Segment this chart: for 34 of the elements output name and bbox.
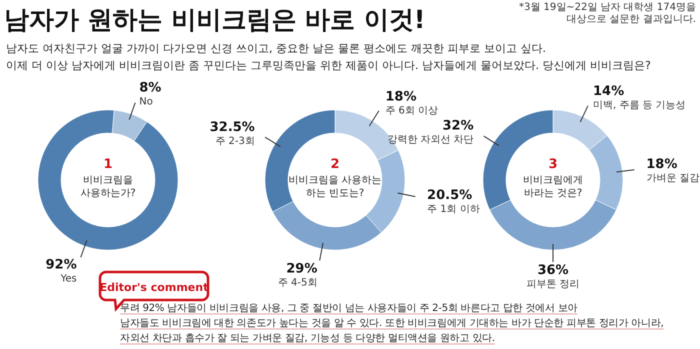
data-label: 18% xyxy=(385,90,416,105)
text: 무려 92% 남자들이 비비크림을 사용, 그 중 절반이 넘는 사용자들이 주 2-5회 바른다고 답한 것에서 보아 xyxy=(120,303,578,314)
data-label: 8% xyxy=(139,80,162,96)
slice-label: 주 1회 이하 xyxy=(427,204,480,216)
data-label: 14% xyxy=(593,84,624,99)
slice-label: No xyxy=(139,96,153,108)
text: 비비크림을 사용하는가? xyxy=(80,175,136,199)
slice-label: 가벼운 질감 xyxy=(646,173,700,184)
data-label: 32.5% xyxy=(210,120,255,135)
data-label: 18% xyxy=(646,157,678,172)
text: *3월 19일~22일 남자 대학생 174명을 대상으로 설문한 결과입니다. xyxy=(519,2,696,25)
data-label: 20.5% xyxy=(427,188,472,204)
data-label: 32% xyxy=(442,118,474,134)
text: 비비크림에게 바라는 것은? xyxy=(523,175,583,199)
slice-label: 주 2-3회 xyxy=(215,136,255,147)
text: 1 xyxy=(103,157,113,172)
data-label: 29% xyxy=(286,261,318,276)
text: 남자가 원하는 비비크림은 바로 이것! xyxy=(4,5,426,34)
text: 비비크림을 사용하는 하는 빈도는? xyxy=(288,175,382,199)
donut-slice xyxy=(38,110,178,250)
text: 남자도 여자친구가 얼굴 가까이 다가오면 신경 쓰이고, 중요한 날은 물론 평소에도 깨끗한 피부로 보이고 싶다. 이제 더 이상 남자에게 비비크림이란 좀 꾸민다는 그루밍족만을 위한 제품이 아니다. 남자들에게 물어보았다. 당신에게 비비크림은? xyxy=(6,42,651,72)
text: 남자들도 비비크림에 대한 의존도가 높다는 것을 알 수 있다. 또한 비비크림에게 기대하는 바가 단순한 피부톤 정리가 아니라, xyxy=(120,318,664,329)
text: 3 xyxy=(548,157,558,172)
text: Editor's comment xyxy=(100,281,208,294)
slice-label: 강력한 자외선 차단 xyxy=(387,134,474,146)
data-label: 36% xyxy=(537,263,569,278)
slice-label: 주 6회 이상 xyxy=(385,106,438,117)
slice-label: Yes xyxy=(60,274,77,285)
data-label: 92% xyxy=(46,258,77,273)
slice-label: 피부톤 정리 xyxy=(526,279,580,290)
text: 2 xyxy=(330,157,340,172)
text: 자외선 차단과 흡수가 잘 되는 가벼운 질감, 기능성 등 다양한 멀티액션을 원하고 있다. xyxy=(120,333,495,344)
slice-label: 주 4-5회 xyxy=(278,277,318,288)
slice-label: 미백, 주름 등 기능성 xyxy=(593,100,686,111)
